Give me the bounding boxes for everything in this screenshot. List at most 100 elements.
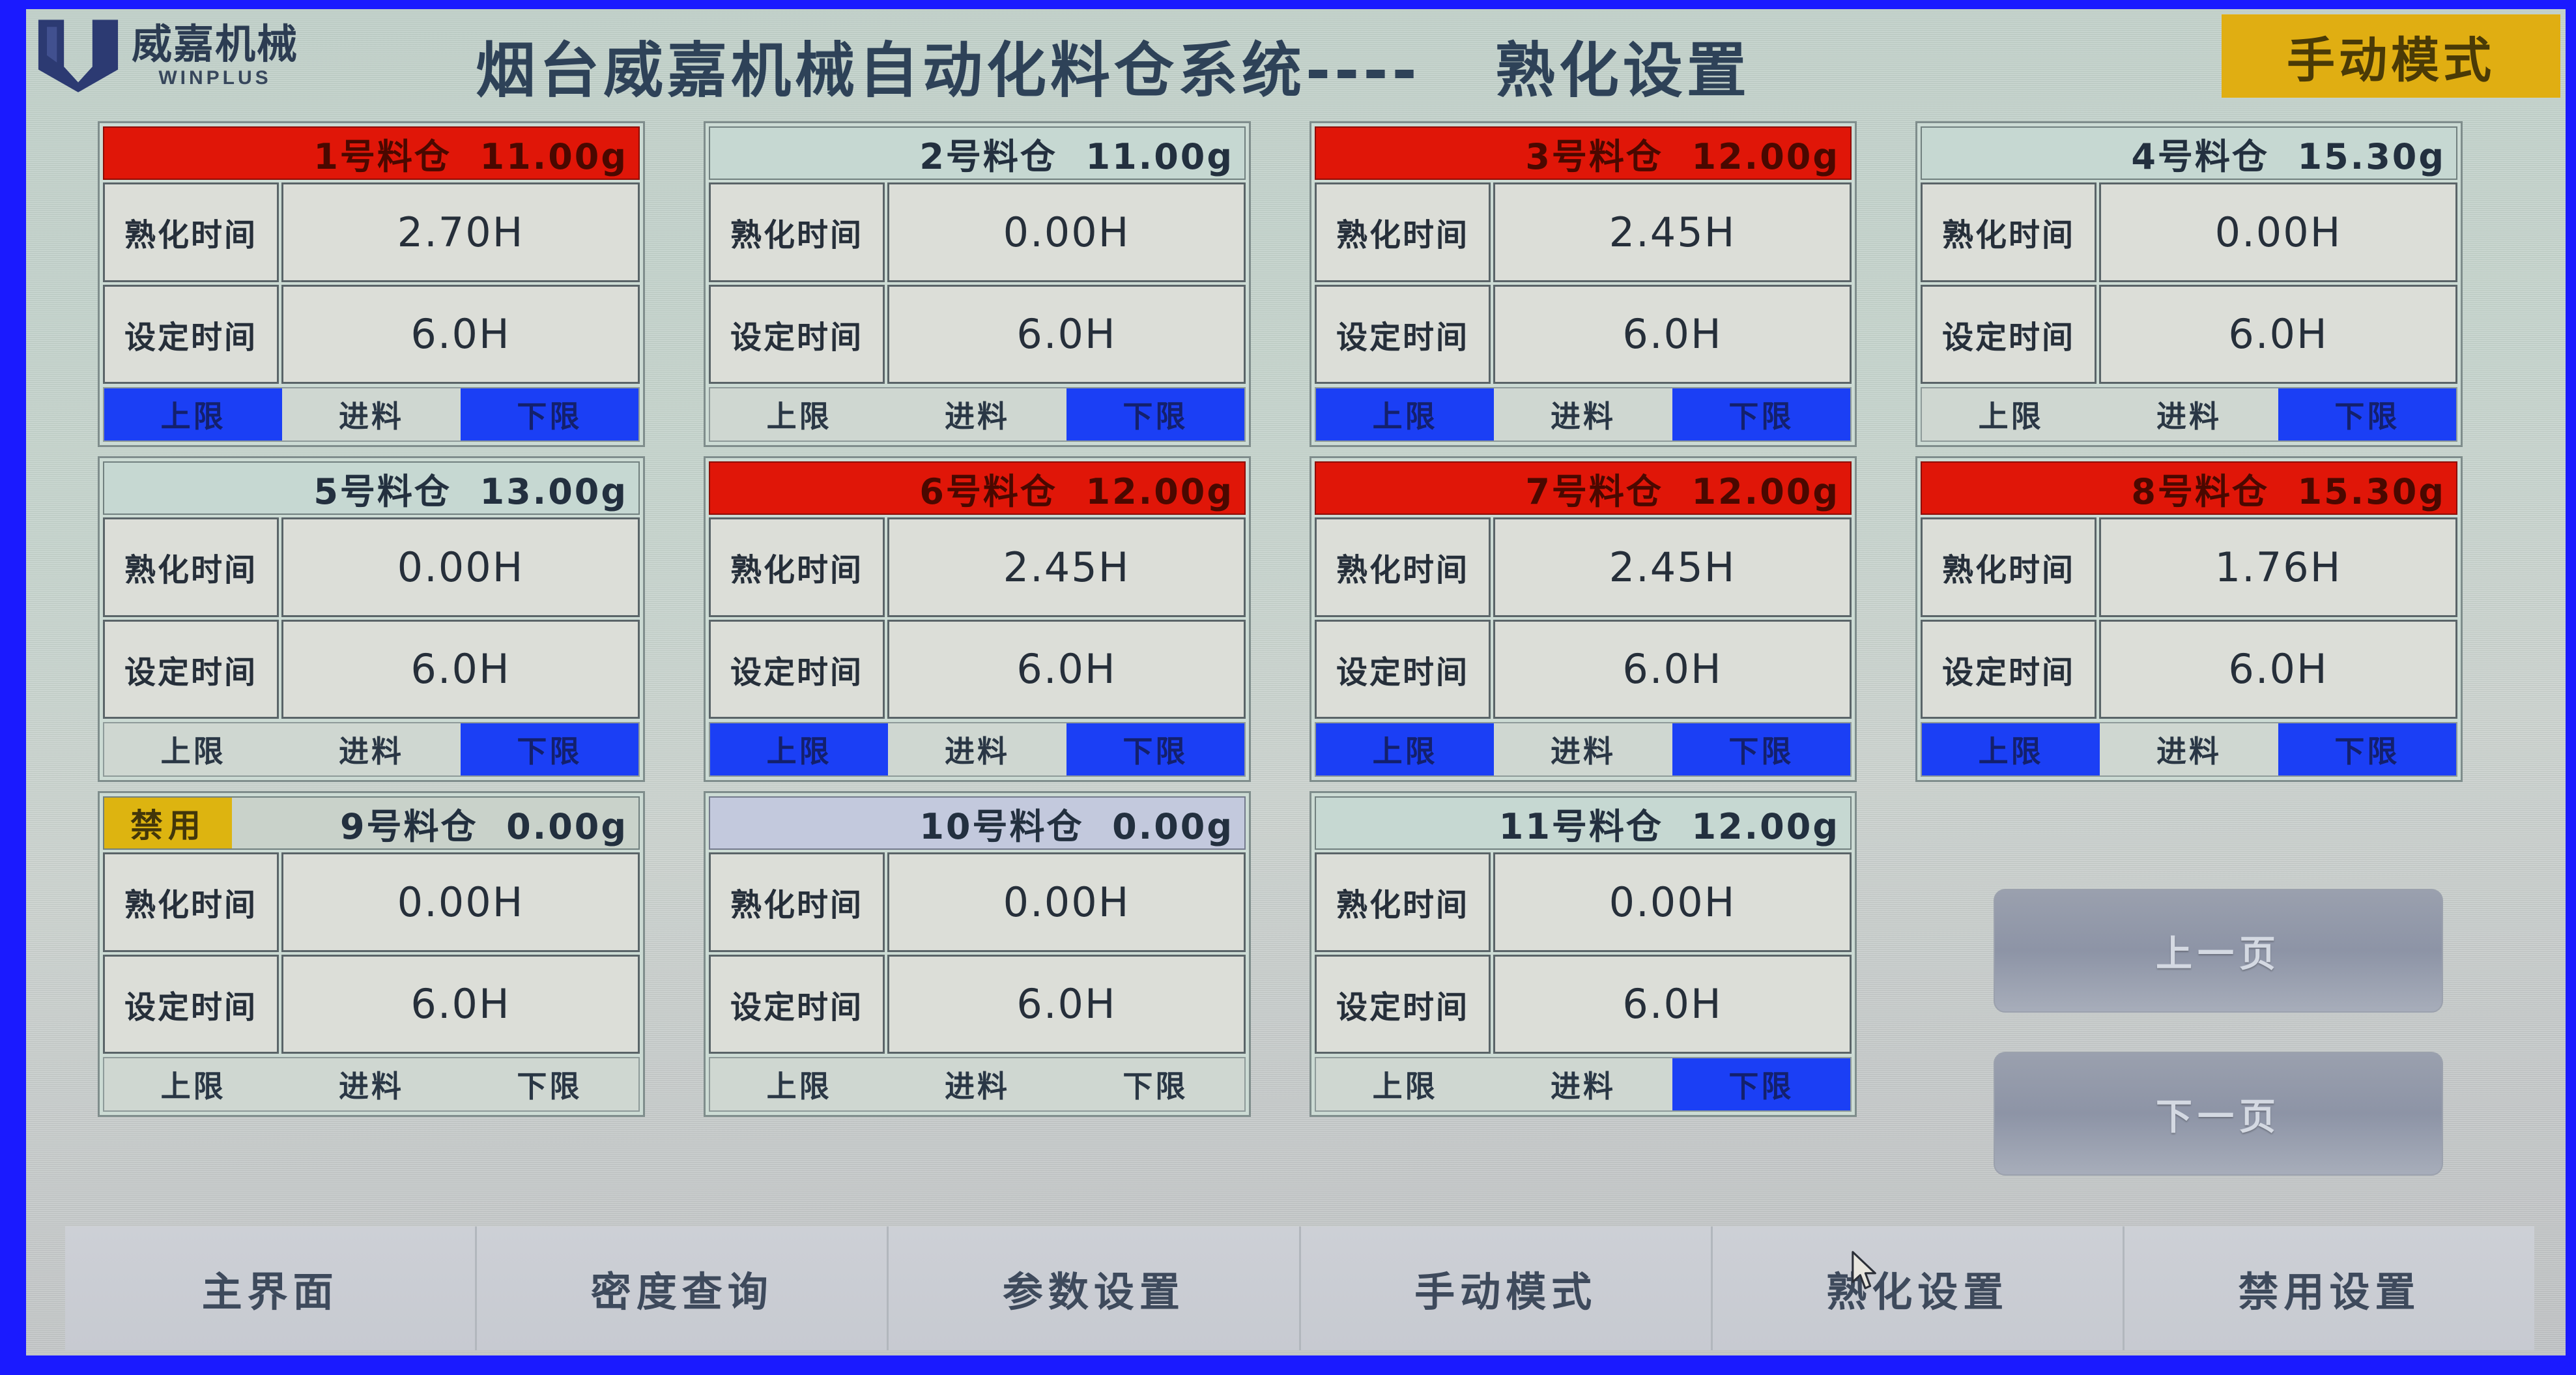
bin-feed-button[interactable]: 进料 [944,734,1010,769]
bin-feed-button[interactable]: 进料 [338,399,404,434]
bin-upper-limit-button[interactable]: 上限 [766,1069,832,1104]
bin-upper-limit-button[interactable]: 上限 [1978,399,2044,434]
bin-lower-limit-button[interactable]: 下限 [460,388,638,441]
bin-card[interactable]: 11号料仓 12.00g 熟化时间 0.00H 设定时间 6.0H 上限 进料 下限 [1309,791,1857,1117]
bin-card[interactable]: 2号料仓 11.00g 熟化时间 0.00H 设定时间 6.0H 上限 进料 下限 [704,121,1251,447]
bin-footer: 上限 进料 下限 [1921,722,2457,777]
bin-lower-limit-button[interactable]: 下限 [1672,388,1850,441]
bin-set-time-value[interactable]: 6.0H [281,619,640,719]
bin-card[interactable]: 禁用 9号料仓 0.00g 熟化时间 0.00H 设定时间 6.0H 上限 进料 下限 [98,791,645,1117]
bin-cure-time-value[interactable]: 2.45H [887,517,1246,617]
bin-cure-time-value[interactable]: 0.00H [1493,852,1852,952]
bin-set-time-value[interactable]: 6.0H [281,284,640,384]
bin-upper-limit-button[interactable]: 上限 [710,723,889,775]
bin-upper-limit-button[interactable]: 上限 [1372,1069,1438,1104]
bin-upper-limit-button[interactable]: 上限 [1316,723,1495,775]
bin-cure-time-value[interactable]: 0.00H [887,852,1246,952]
bin-set-time-value[interactable]: 6.0H [281,954,640,1054]
nav-button-1[interactable]: 主界面 [65,1226,478,1350]
bin-feed-button[interactable]: 进料 [1550,734,1616,769]
bin-set-time-value[interactable]: 6.0H [887,619,1246,719]
bin-card[interactable]: 3号料仓 12.00g 熟化时间 2.45H 设定时间 6.0H 上限 进料 下限 [1309,121,1857,447]
nav-button-2[interactable]: 密度查询 [477,1226,889,1350]
bin-set-time-value[interactable]: 6.0H [1493,619,1852,719]
bin-cure-time-value[interactable]: 2.45H [1493,182,1852,282]
bin-header[interactable]: 禁用 9号料仓 0.00g [103,796,640,850]
bin-set-time-label: 设定时间 [709,619,885,719]
bin-header[interactable]: 8号料仓 15.30g [1921,461,2457,515]
bin-header[interactable]: 1号料仓 11.00g [103,126,640,180]
bin-feed-button[interactable]: 进料 [944,399,1010,434]
bin-title: 10号料仓 0.00g [919,805,1234,847]
bin-upper-limit-button[interactable]: 上限 [160,1069,226,1104]
bin-feed-button[interactable]: 进料 [1550,399,1616,434]
bin-set-time-row: 设定时间 6.0H [709,284,1246,384]
bin-upper-limit-button[interactable]: 上限 [104,388,283,441]
bin-footer: 上限 进料 下限 [1315,722,1852,777]
bin-cure-time-value[interactable]: 2.70H [281,182,640,282]
bin-feed-button[interactable]: 进料 [2156,399,2222,434]
bin-upper-limit-button[interactable]: 上限 [1922,723,2100,775]
bin-card[interactable]: 10号料仓 0.00g 熟化时间 0.00H 设定时间 6.0H 上限 进料 下限 [704,791,1251,1117]
status-badge-mode[interactable]: 手动模式 [2222,14,2560,98]
bin-lower-limit-button[interactable]: 下限 [1123,1069,1188,1104]
bin-header[interactable]: 5号料仓 13.00g [103,461,640,515]
bin-lower-limit-button[interactable]: 下限 [460,723,638,775]
bin-header[interactable]: 11号料仓 12.00g [1315,796,1852,850]
bin-header[interactable]: 4号料仓 15.30g [1921,126,2457,180]
bin-feed-button[interactable]: 进料 [338,1069,404,1104]
bin-cure-time-label: 熟化时间 [1921,517,2097,617]
bin-header[interactable]: 3号料仓 12.00g [1315,126,1852,180]
bin-lower-limit-button[interactable]: 下限 [517,1069,582,1104]
bin-set-time-value[interactable]: 6.0H [2099,619,2457,719]
bin-cure-time-value[interactable]: 0.00H [887,182,1246,282]
bin-set-time-value[interactable]: 6.0H [1493,954,1852,1054]
nav-button-6[interactable]: 禁用设置 [2124,1226,2535,1350]
bin-cure-time-value[interactable]: 0.00H [281,852,640,952]
bin-feed-button[interactable]: 进料 [944,1069,1010,1104]
bin-cure-time-label: 熟化时间 [1315,517,1491,617]
bin-card[interactable]: 5号料仓 13.00g 熟化时间 0.00H 设定时间 6.0H 上限 进料 下限 [98,456,645,782]
bin-lower-limit-button[interactable]: 下限 [1672,1058,1850,1110]
bin-cure-time-value[interactable]: 0.00H [2099,182,2457,282]
bin-lower-limit-button[interactable]: 下限 [1066,388,1244,441]
bin-cure-time-value[interactable]: 2.45H [1493,517,1852,617]
bin-header[interactable]: 7号料仓 12.00g [1315,461,1852,515]
bin-card[interactable]: 1号料仓 11.00g 熟化时间 2.70H 设定时间 6.0H 上限 进料 下限 [98,121,645,447]
bin-lower-limit-button[interactable]: 下限 [2278,723,2456,775]
bin-lower-limit-button[interactable]: 下限 [2278,388,2456,441]
bin-cure-time-value[interactable]: 1.76H [2099,517,2457,617]
bin-title: 11号料仓 12.00g [1498,805,1840,847]
bin-upper-limit-button[interactable]: 上限 [766,399,832,434]
bin-card[interactable]: 8号料仓 15.30g 熟化时间 1.76H 设定时间 6.0H 上限 进料 下限 [1915,456,2463,782]
bin-set-time-value[interactable]: 6.0H [1493,284,1852,384]
bin-header[interactable]: 6号料仓 12.00g [709,461,1246,515]
bin-set-time-label: 设定时间 [1921,619,2097,719]
bin-header[interactable]: 2号料仓 11.00g [709,126,1246,180]
bin-cure-time-label: 熟化时间 [1921,182,2097,282]
bin-upper-limit-button[interactable]: 上限 [1316,388,1495,441]
prev-page-button[interactable]: 上一页 [1994,889,2443,1013]
bin-feed-button[interactable]: 进料 [2156,734,2222,769]
bin-feed-button[interactable]: 进料 [338,734,404,769]
next-page-button[interactable]: 下一页 [1994,1052,2443,1176]
bin-card[interactable]: 4号料仓 15.30g 熟化时间 0.00H 设定时间 6.0H 上限 进料 下限 [1915,121,2463,447]
bin-set-time-label: 设定时间 [103,619,279,719]
bin-lower-limit-button[interactable]: 下限 [1066,723,1244,775]
bin-upper-limit-button[interactable]: 上限 [160,734,226,769]
bin-title: 5号料仓 13.00g [313,470,628,512]
bin-header[interactable]: 10号料仓 0.00g [709,796,1246,850]
nav-button-3[interactable]: 参数设置 [889,1226,1301,1350]
bin-card[interactable]: 6号料仓 12.00g 熟化时间 2.45H 设定时间 6.0H 上限 进料 下限 [704,456,1251,782]
bin-lower-limit-button[interactable]: 下限 [1672,723,1850,775]
bin-set-time-value[interactable]: 6.0H [2099,284,2457,384]
bin-card[interactable]: 7号料仓 12.00g 熟化时间 2.45H 设定时间 6.0H 上限 进料 下限 [1309,456,1857,782]
nav-button-5[interactable]: 熟化设置 [1712,1226,2125,1350]
bin-set-time-value[interactable]: 6.0H [887,954,1246,1054]
bin-cure-time-label: 熟化时间 [709,852,885,952]
nav-button-4[interactable]: 手动模式 [1300,1226,1713,1350]
bin-cure-time-value[interactable]: 0.00H [281,517,640,617]
bin-set-time-value[interactable]: 6.0H [887,284,1246,384]
page-title: 烟台威嘉机械自动化料仓系统---- 熟化设置 [476,36,1751,106]
bin-feed-button[interactable]: 进料 [1550,1069,1616,1104]
